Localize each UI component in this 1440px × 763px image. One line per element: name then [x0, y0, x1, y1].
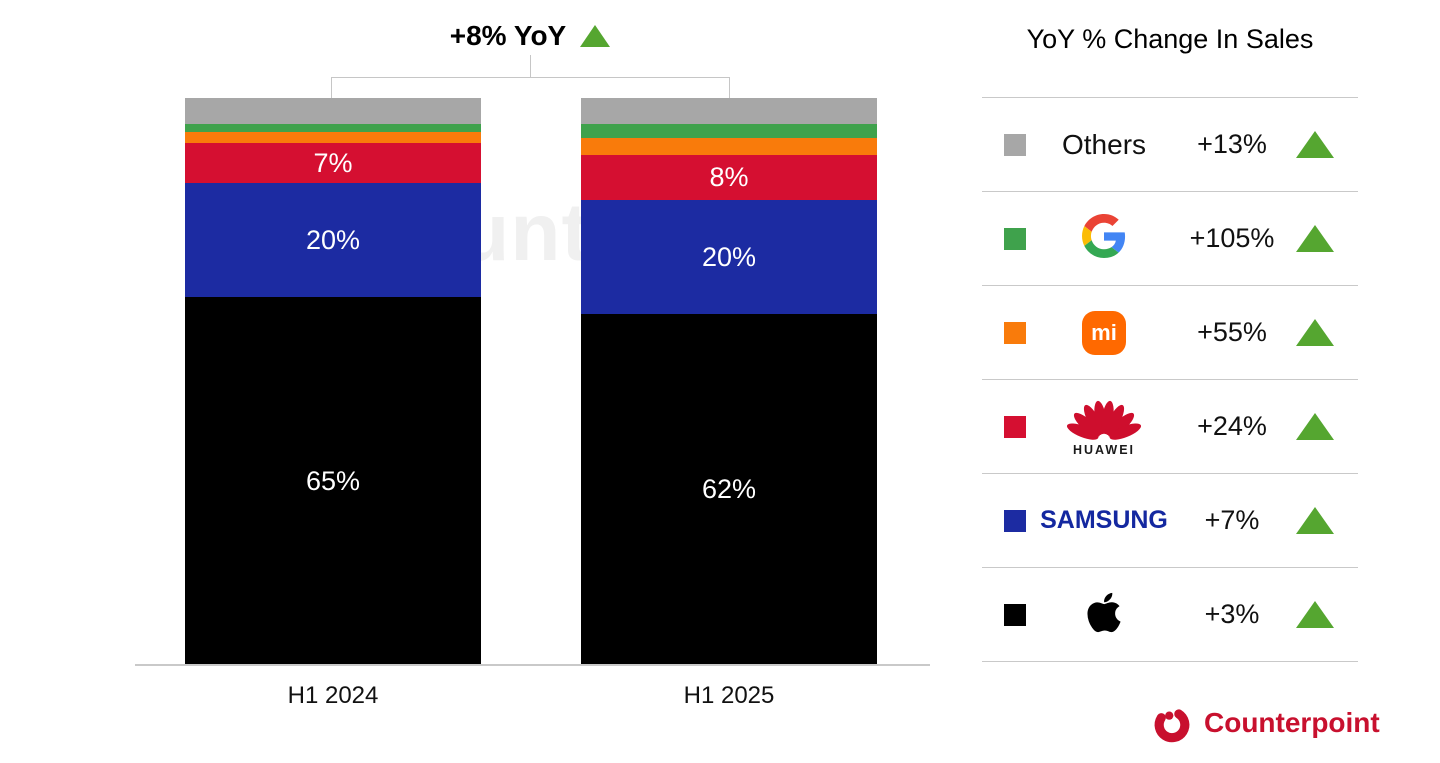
bracket-left-line [331, 77, 332, 98]
legend-change-value: +13% [1197, 129, 1267, 159]
bar-segment-apple: 62% [581, 313, 877, 666]
bar-segment-label: 62% [701, 474, 757, 505]
legend-row-samsung: SAMSUNG +7% [982, 473, 1358, 567]
bar-segment-huawei: 8% [581, 154, 877, 201]
legend-change-value: +7% [1204, 505, 1260, 535]
legend-trend-cell [1290, 413, 1340, 440]
up-triangle-icon [1296, 319, 1334, 346]
legend-change-value: +3% [1204, 599, 1260, 629]
bracket-center-line [530, 55, 531, 78]
legend-row-xiaomi: mi +55% [982, 285, 1358, 379]
legend-trend-cell [1290, 131, 1340, 158]
legend-logo-cell [1034, 590, 1174, 640]
huawei-wordmark: HUAWEI [1073, 443, 1135, 457]
bar-segment-google [581, 123, 877, 138]
up-triangle-icon [1296, 601, 1334, 628]
bar-segment-label: 7% [313, 147, 353, 178]
bar-segment-label: 20% [305, 224, 361, 255]
legend-swatch-google [1004, 227, 1026, 250]
legend-swatch-xiaomi [1004, 321, 1026, 344]
up-triangle-icon [1296, 225, 1334, 252]
legend-rows: Others +13% +105% mi +55% HUAWEI +24% SAMSUNG +7… [982, 97, 1358, 662]
chart-title: +8% YoY [330, 20, 730, 52]
legend-swatch-apple [1004, 603, 1026, 626]
legend-logo-cell: mi [1034, 310, 1174, 355]
samsung-wordmark: SAMSUNG [1040, 506, 1168, 534]
bar-segment-samsung: 20% [581, 200, 877, 314]
stacked-bar-h1-2024: 7% 20% 65% [185, 98, 481, 666]
up-triangle-icon [580, 25, 611, 47]
google-logo-icon [1082, 214, 1126, 263]
up-triangle-icon [1296, 413, 1334, 440]
counterpoint-brand: Counterpoint [1150, 700, 1380, 746]
legend-trend-cell [1290, 319, 1340, 346]
bar-segment-label: 20% [701, 241, 757, 272]
legend-change-value: +24% [1197, 411, 1267, 441]
legend-logo-cell: Others [1034, 129, 1174, 161]
legend-logo-cell: SAMSUNG [1034, 506, 1174, 535]
bracket-horizontal-line [331, 77, 729, 78]
legend-row-apple: +3% [982, 567, 1358, 662]
xiaomi-mi-logo-icon: mi [1082, 310, 1126, 355]
bar-segment-huawei: 7% [185, 143, 481, 184]
legend-swatch-others [1004, 133, 1026, 156]
counterpoint-logo-icon [1154, 707, 1190, 743]
legend-trend-cell [1290, 507, 1340, 534]
bar-segment-google [185, 123, 481, 133]
bar-segment-label: 8% [709, 162, 749, 193]
legend-change-value: +55% [1197, 317, 1267, 347]
legend-title: YoY % Change In Sales [1026, 24, 1314, 54]
bar-segment-others [581, 98, 877, 124]
legend-swatch-huawei [1004, 415, 1026, 438]
bar-segment-samsung: 20% [185, 183, 481, 297]
legend-row-others: Others +13% [982, 97, 1358, 191]
legend-logo-cell [1034, 214, 1174, 263]
legend-swatch-samsung [1004, 509, 1026, 532]
up-triangle-icon [1296, 507, 1334, 534]
x-axis-label-h1-2025: H1 2025 [683, 682, 775, 709]
x-axis-line [135, 664, 930, 666]
legend-change-value: +105% [1189, 223, 1275, 253]
legend-row-huawei: HUAWEI +24% [982, 379, 1358, 473]
legend-row-google: +105% [982, 191, 1358, 285]
counterpoint-wordmark: Counterpoint [1204, 707, 1380, 738]
others-label: Others [1061, 128, 1147, 160]
bar-segment-xiaomi [581, 137, 877, 155]
bar-segment-others [185, 98, 481, 124]
apple-logo-icon [1086, 590, 1122, 640]
stacked-bar-h1-2025: 8% 20% 62% [581, 98, 877, 666]
legend-trend-cell [1290, 225, 1340, 252]
chart-title-text: +8% YoY [449, 20, 567, 51]
bar-segment-apple: 65% [185, 296, 481, 666]
legend-logo-cell: HUAWEI [1034, 396, 1174, 457]
x-axis-label-h1-2024: H1 2024 [287, 682, 379, 709]
huawei-logo-icon: HUAWEI [1056, 396, 1152, 457]
bracket-right-line [729, 77, 730, 98]
legend-trend-cell [1290, 601, 1340, 628]
bar-segment-xiaomi [185, 132, 481, 144]
bar-segment-label: 65% [305, 465, 361, 496]
up-triangle-icon [1296, 131, 1334, 158]
